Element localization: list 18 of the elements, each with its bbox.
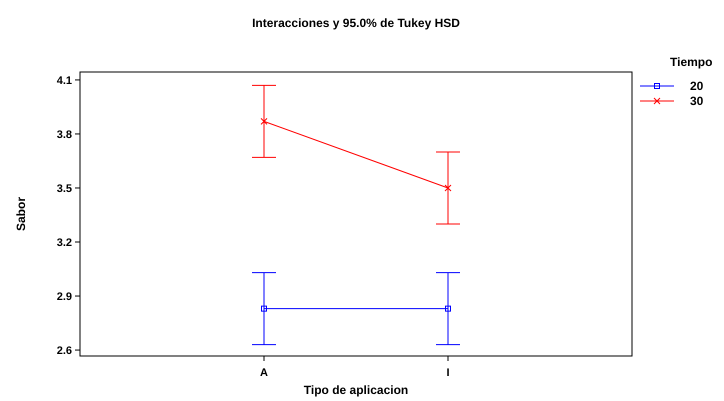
legend-label: 30 <box>690 94 704 108</box>
x-axis-title: Tipo de aplicacion <box>304 383 408 397</box>
point <box>445 306 451 312</box>
y-tick-label: 3.2 <box>56 236 72 249</box>
y-tick-label: 4.1 <box>56 74 72 87</box>
point <box>260 118 268 125</box>
point <box>261 306 267 312</box>
y-tick-label: 2.6 <box>56 344 72 357</box>
x-tick-label: I <box>446 367 450 379</box>
legend-title: Tiempo <box>670 55 712 69</box>
legend-label: 20 <box>690 79 704 94</box>
point <box>444 184 452 192</box>
y-axis-title: Sabor <box>14 196 28 232</box>
y-tick-label: 3.5 <box>56 182 72 195</box>
x-tick-label: A <box>260 367 268 379</box>
chart-title: Interacciones y 95.0% de Tukey HSD <box>252 16 460 30</box>
y-tick-label: 2.9 <box>56 290 72 303</box>
y-tick-label: 3.8 <box>56 128 72 141</box>
